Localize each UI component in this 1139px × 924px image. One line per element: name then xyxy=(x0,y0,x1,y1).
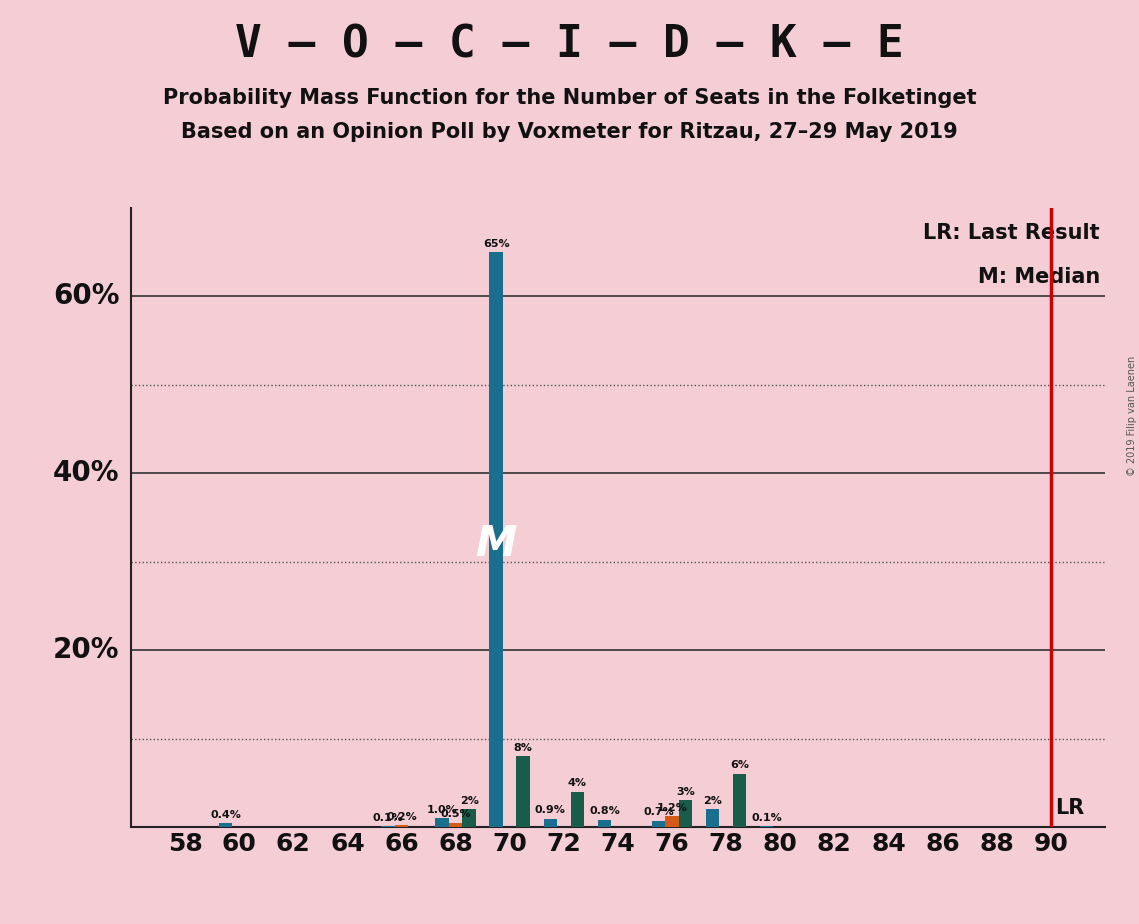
Text: 2%: 2% xyxy=(460,796,478,806)
Bar xyxy=(679,800,693,827)
Text: LR: Last Result: LR: Last Result xyxy=(924,224,1100,243)
Text: 40%: 40% xyxy=(52,459,120,487)
Text: © 2019 Filip van Laenen: © 2019 Filip van Laenen xyxy=(1126,356,1137,476)
Text: V – O – C – I – D – K – E: V – O – C – I – D – K – E xyxy=(235,23,904,67)
Text: 2%: 2% xyxy=(703,796,722,806)
Text: M: M xyxy=(475,523,517,565)
Text: M: Median: M: Median xyxy=(977,267,1100,286)
Bar xyxy=(395,825,408,827)
Text: 8%: 8% xyxy=(514,743,533,753)
Text: 3%: 3% xyxy=(677,787,695,796)
Text: 1.0%: 1.0% xyxy=(427,805,458,815)
Text: 1.2%: 1.2% xyxy=(656,803,688,813)
Text: Probability Mass Function for the Number of Seats in the Folketinget: Probability Mass Function for the Number… xyxy=(163,88,976,108)
Bar xyxy=(490,252,503,827)
Text: 0.2%: 0.2% xyxy=(386,811,417,821)
Text: 0.4%: 0.4% xyxy=(211,810,241,820)
Bar xyxy=(706,809,720,827)
Text: 0.1%: 0.1% xyxy=(752,812,782,822)
Text: 65%: 65% xyxy=(483,238,509,249)
Bar xyxy=(571,792,584,827)
Bar xyxy=(732,774,746,827)
Bar xyxy=(598,820,612,827)
Bar xyxy=(652,821,665,827)
Text: 4%: 4% xyxy=(568,778,587,788)
Text: 0.7%: 0.7% xyxy=(644,808,674,817)
Bar xyxy=(219,823,232,827)
Text: 0.5%: 0.5% xyxy=(441,809,470,819)
Bar xyxy=(665,817,679,827)
Text: 6%: 6% xyxy=(730,760,749,771)
Bar xyxy=(435,818,449,827)
Text: 60%: 60% xyxy=(52,283,120,310)
Text: LR: LR xyxy=(1055,798,1084,818)
Bar xyxy=(449,822,462,827)
Bar xyxy=(462,809,476,827)
Text: Based on an Opinion Poll by Voxmeter for Ritzau, 27–29 May 2019: Based on an Opinion Poll by Voxmeter for… xyxy=(181,122,958,142)
Bar xyxy=(516,756,530,827)
Text: 20%: 20% xyxy=(52,636,120,664)
Text: 0.1%: 0.1% xyxy=(372,812,403,822)
Text: 0.8%: 0.8% xyxy=(589,807,620,817)
Text: 0.9%: 0.9% xyxy=(535,806,566,816)
Bar xyxy=(543,819,557,827)
